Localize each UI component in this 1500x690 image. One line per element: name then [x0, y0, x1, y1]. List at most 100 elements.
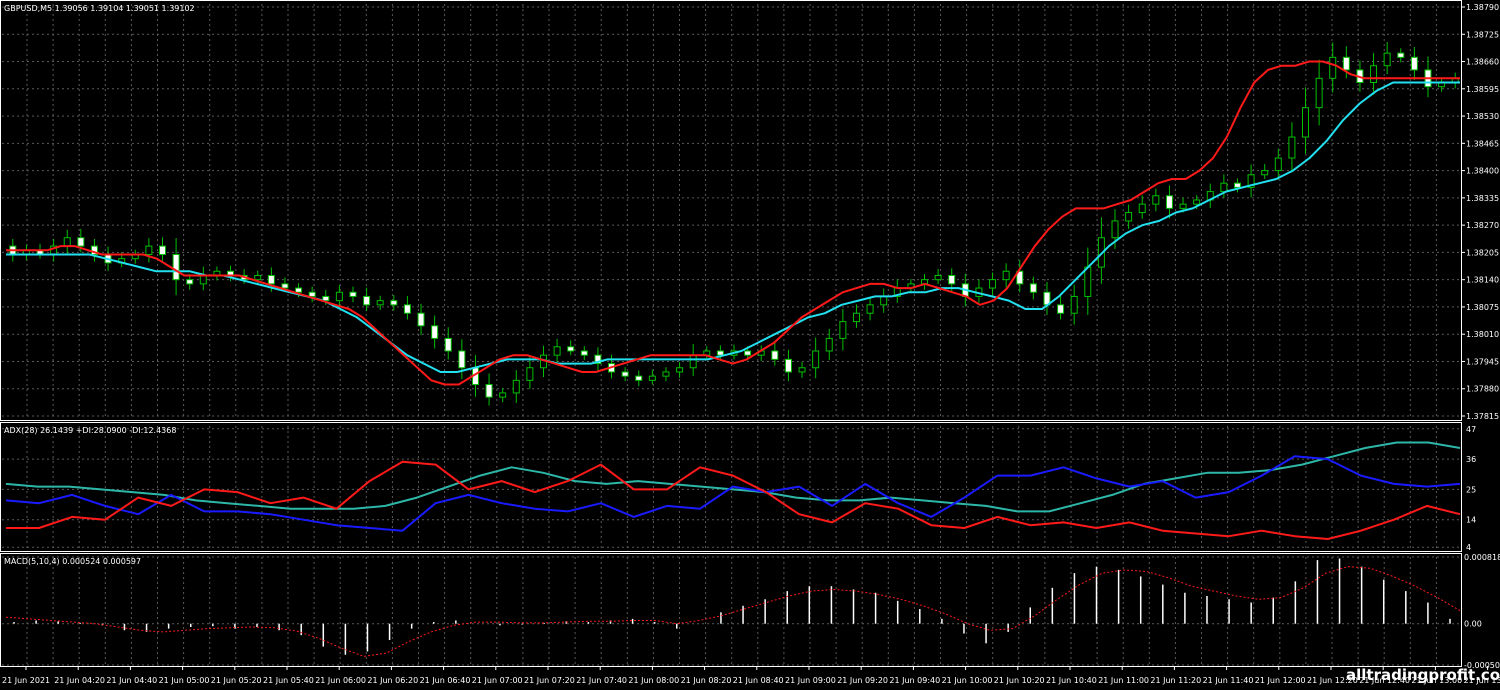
- candle-body: [553, 346, 561, 356]
- candle: [1206, 183, 1214, 208]
- price-tick-label: 1.38400: [1466, 167, 1499, 176]
- candle: [1438, 77, 1446, 92]
- time-tick-label: 21 Jun 07:00: [472, 676, 523, 685]
- candle: [390, 294, 398, 311]
- plus-di-line: [5, 455, 1461, 532]
- candle: [716, 345, 724, 362]
- candle: [1451, 72, 1459, 89]
- candle: [458, 339, 466, 380]
- candle-body: [295, 287, 303, 293]
- candle-body: [621, 371, 629, 377]
- candle-body: [784, 358, 792, 373]
- candle-body: [1397, 52, 1405, 58]
- price-tick-label: 1.38075: [1466, 303, 1499, 312]
- adx-panel-frame: [0, 422, 1462, 552]
- minus-di-line: [6, 460, 1461, 540]
- candle: [131, 249, 139, 264]
- candle: [199, 266, 207, 291]
- candle-body: [1261, 170, 1269, 176]
- candle: [1370, 53, 1378, 95]
- candle-body: [77, 237, 85, 247]
- candle-body: [1383, 52, 1391, 67]
- candle-body: [335, 291, 343, 302]
- candle-body: [580, 350, 588, 356]
- candle: [1342, 46, 1350, 79]
- time-tick-label: 21 Jun 07:40: [576, 676, 627, 685]
- candle-body: [567, 346, 575, 352]
- candle-body: [158, 245, 166, 255]
- candle-body: [662, 371, 670, 377]
- candle: [485, 373, 493, 406]
- candle-body: [1138, 203, 1146, 214]
- candle-body: [458, 350, 466, 369]
- candle-body: [1247, 174, 1255, 188]
- candle-body: [716, 350, 724, 356]
- candle: [254, 270, 262, 285]
- candle-body: [1152, 195, 1160, 205]
- candle: [893, 279, 901, 303]
- candle: [784, 349, 792, 382]
- candle-body: [1220, 182, 1228, 193]
- panel-frames: [0, 0, 1462, 667]
- candle: [798, 362, 806, 378]
- candle: [444, 327, 452, 360]
- candle-body: [676, 367, 684, 373]
- candle-body: [499, 392, 507, 398]
- time-tick-label: 21 Jun 13:00: [1411, 676, 1462, 685]
- adx-line: [5, 441, 1461, 513]
- candle-body: [1315, 77, 1323, 109]
- candle: [975, 279, 983, 303]
- candle-body: [1193, 199, 1201, 205]
- candle: [907, 279, 915, 294]
- macd-tick-label: 0.000818: [1464, 553, 1500, 562]
- candle-body: [485, 384, 493, 398]
- candle-body: [1029, 283, 1037, 293]
- candle-body: [689, 354, 697, 369]
- adx-header: ADX(28) 26.1439 +DI:28.0900 -DI:12.4368: [4, 426, 176, 435]
- adx-indicator: [5, 441, 1461, 540]
- time-tick-label: 21 Jun 06:40: [420, 676, 471, 685]
- candle: [594, 347, 602, 372]
- candle-body: [1370, 65, 1378, 84]
- time-tick-label: 21 Jun 04:20: [54, 676, 105, 685]
- candle: [50, 238, 58, 262]
- candle: [1029, 276, 1037, 300]
- price-axis: 1.38790 1.38725 1.38660 1.38595 1.38530 1.384…: [1461, 3, 1499, 421]
- candle: [1125, 204, 1133, 229]
- candle-body: [1070, 295, 1078, 314]
- adx-tick-label: 47: [1466, 425, 1476, 434]
- candle: [22, 244, 30, 261]
- candle-body: [63, 237, 71, 247]
- candle-body: [989, 279, 997, 289]
- price-tick-label: 1.38530: [1466, 112, 1499, 121]
- candle-body: [431, 325, 439, 339]
- candle: [363, 287, 371, 312]
- candle-body: [880, 295, 888, 306]
- macd-indicator: [5, 558, 1461, 657]
- candle: [580, 346, 588, 361]
- candle: [1288, 122, 1296, 173]
- candle-body: [444, 337, 452, 352]
- candle: [403, 296, 411, 320]
- candle: [1016, 260, 1024, 293]
- price-tick-label: 1.38205: [1466, 248, 1499, 257]
- candle: [1274, 148, 1282, 180]
- candle: [703, 346, 711, 361]
- candle: [526, 356, 534, 389]
- candle-body: [1288, 136, 1296, 159]
- time-tick-label: 21 Jun 08:00: [628, 676, 679, 685]
- candle-body: [1125, 212, 1133, 222]
- candle: [431, 315, 439, 349]
- macd-tick-label: -0.000506: [1464, 661, 1500, 670]
- main-chart-header: GBPUSD,M5 1.39056 1.39104 1.39051 1.3910…: [4, 4, 195, 13]
- candle-body: [825, 337, 833, 352]
- candle-body: [1302, 107, 1310, 138]
- candle: [1329, 42, 1337, 93]
- time-tick-label: 21 Jun 12:00: [1255, 676, 1306, 685]
- time-tick-label: 21 Jun 12:40: [1359, 676, 1410, 685]
- candle-body: [363, 295, 371, 306]
- watermark: alltradingprofit.com: [1346, 666, 1500, 684]
- candle: [812, 337, 820, 379]
- time-tick-label: 21 Jun 05:00: [159, 676, 210, 685]
